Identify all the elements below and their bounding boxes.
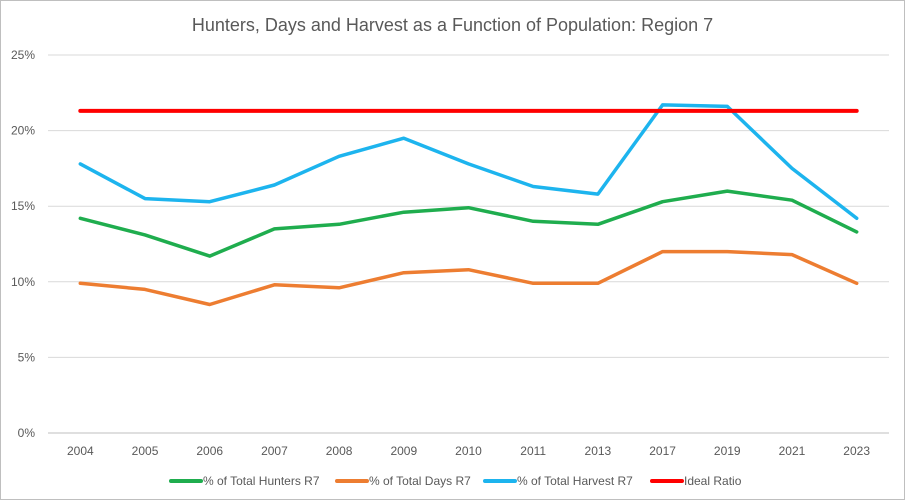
legend-label: % of Total Harvest R7	[517, 474, 633, 488]
y-tick-label: 25%	[11, 48, 35, 62]
y-tick-label: 15%	[11, 199, 35, 213]
x-tick-label: 2011	[520, 444, 546, 458]
x-axis-tick-labels: 2004 2005 2006 2007 2008 2009 2010 2011 2013 2017…	[67, 444, 870, 458]
x-tick-label: 2008	[326, 444, 353, 458]
y-tick-label: 20%	[11, 124, 35, 138]
x-tick-label: 2007	[261, 444, 288, 458]
y-axis-tick-labels: 0% 5% 10% 15% 20% 25%	[11, 48, 35, 440]
series-line	[78, 189, 859, 258]
x-tick-label: 2017	[649, 444, 676, 458]
x-tick-label: 2013	[585, 444, 612, 458]
x-tick-label: 2006	[196, 444, 223, 458]
x-tick-label: 2021	[779, 444, 806, 458]
legend-label: % of Total Days R7	[369, 474, 471, 488]
y-tick-label: 10%	[11, 275, 35, 289]
x-tick-label: 2009	[390, 444, 417, 458]
chart-title: Hunters, Days and Harvest as a Function …	[191, 15, 714, 35]
series-line	[78, 103, 859, 221]
x-tick-label: 2004	[67, 444, 94, 458]
y-tick-label: 0%	[18, 426, 36, 440]
legend-label: % of Total Hunters R7	[203, 474, 320, 488]
legend-label: Ideal Ratio	[684, 474, 742, 488]
series-lines	[78, 103, 859, 307]
x-tick-label: 2005	[132, 444, 159, 458]
x-tick-label: 2010	[455, 444, 482, 458]
x-tick-label: 2023	[843, 444, 870, 458]
x-tick-label: 2019	[714, 444, 741, 458]
series-line	[78, 249, 859, 307]
y-tick-label: 5%	[18, 350, 36, 364]
legend: % of Total Hunters R7 % of Total Days R7%…	[169, 474, 742, 488]
